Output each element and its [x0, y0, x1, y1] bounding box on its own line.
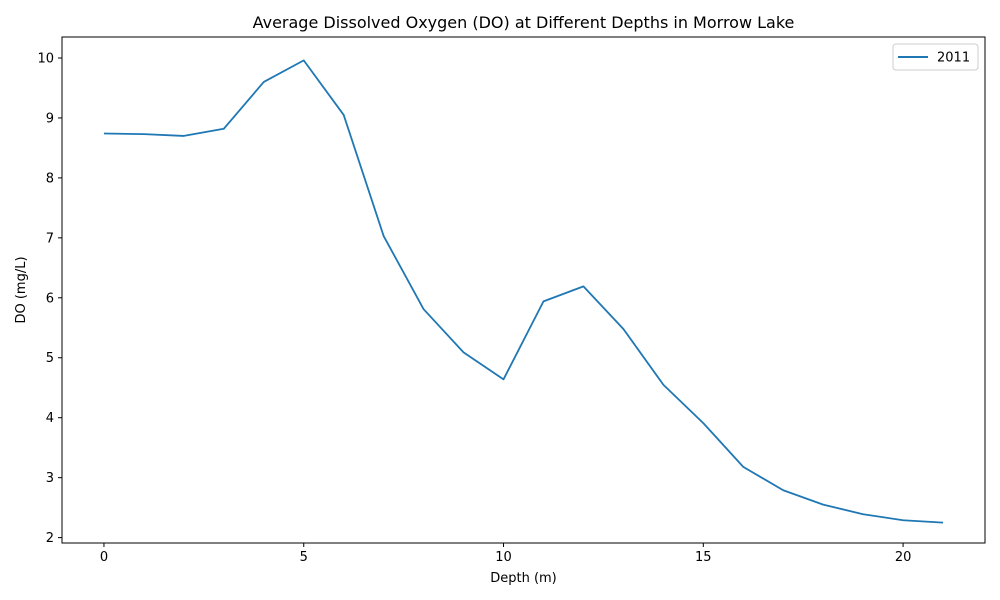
legend-label-2011: 2011 [937, 51, 970, 66]
y-tick-label: 8 [46, 171, 54, 186]
x-tick-label: 20 [895, 550, 912, 565]
y-tick-label: 7 [46, 231, 54, 246]
x-axis-label: Depth (m) [490, 571, 557, 586]
legend: 2011 [892, 43, 979, 71]
y-tick-label: 9 [46, 111, 54, 126]
x-tick-label: 5 [300, 550, 308, 565]
plot-frame [61, 36, 986, 544]
axis-ticks: 0 5 10 15 20 2 3 4 5 6 7 8 9 10 [37, 51, 911, 565]
y-tick-label: 2 [46, 531, 54, 546]
series-line-2011 [103, 59, 944, 524]
x-tick-label: 0 [100, 550, 108, 565]
x-tick-label: 15 [695, 550, 712, 565]
y-tick-label: 6 [46, 291, 54, 306]
y-tick-label: 3 [46, 471, 54, 486]
series-lines [103, 59, 944, 524]
y-tick-label: 4 [46, 411, 54, 426]
y-tick-label: 10 [37, 51, 54, 66]
legend-box [892, 43, 979, 71]
chart-title: Average Dissolved Oxygen (DO) at Differe… [253, 13, 795, 32]
x-tick-label: 10 [495, 550, 512, 565]
y-tick-label: 5 [46, 351, 54, 366]
y-axis-label: DO (mg/L) [14, 256, 29, 323]
